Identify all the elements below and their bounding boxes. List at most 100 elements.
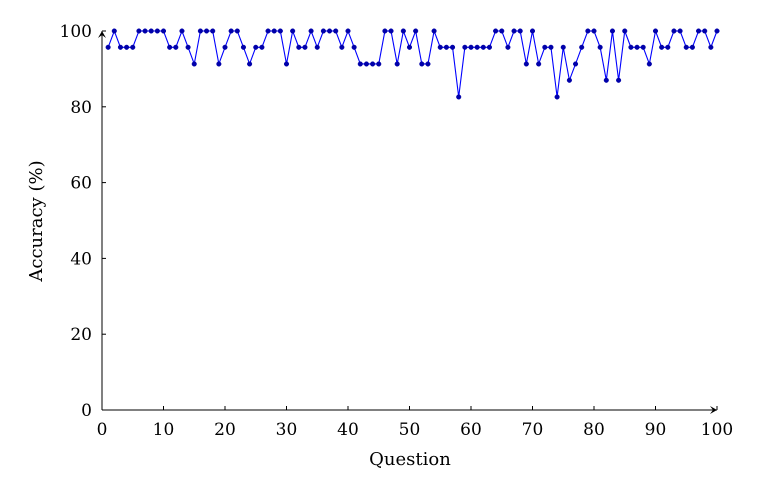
y-tick-label: 40 <box>70 249 92 269</box>
data-point <box>234 28 240 34</box>
x-tick-label: 10 <box>153 420 175 440</box>
data-point <box>634 44 640 50</box>
data-point <box>179 28 185 34</box>
data-point <box>253 44 259 50</box>
data-point <box>523 61 529 67</box>
data-point <box>609 28 616 34</box>
data-point <box>345 28 351 34</box>
data-point <box>197 28 203 34</box>
data-point <box>511 28 517 34</box>
data-point <box>406 44 413 50</box>
data-point <box>708 44 714 50</box>
x-tick-label: 60 <box>460 420 482 440</box>
data-point <box>616 77 622 83</box>
data-point <box>111 28 117 34</box>
data-point <box>327 28 333 34</box>
data-point <box>351 44 357 50</box>
data-point <box>597 44 603 50</box>
data-point <box>228 28 234 34</box>
data-point <box>259 44 265 50</box>
data-point <box>443 44 449 50</box>
data-point <box>302 44 308 50</box>
data-point <box>474 44 480 50</box>
data-point <box>413 28 419 34</box>
data-point <box>314 44 320 50</box>
data-point <box>468 44 474 50</box>
data-point <box>124 44 130 50</box>
data-point <box>136 28 142 34</box>
data-point <box>277 28 283 34</box>
x-tick-label: 90 <box>645 420 667 440</box>
y-tick-label: 0 <box>81 401 92 421</box>
data-point <box>160 28 167 34</box>
data-point <box>370 61 376 67</box>
data-point <box>585 28 591 34</box>
data-point <box>400 28 406 34</box>
data-point <box>117 44 123 50</box>
data-point <box>283 61 290 67</box>
data-point <box>591 28 597 34</box>
x-tick-label: 30 <box>276 420 298 440</box>
data-point <box>603 77 609 83</box>
data-point <box>683 44 689 50</box>
data-point <box>142 28 148 34</box>
data-point <box>173 44 179 50</box>
data-point <box>376 61 382 67</box>
series-line <box>107 28 718 98</box>
y-tick-label: 20 <box>70 325 92 345</box>
data-point <box>696 28 702 34</box>
data-point <box>480 44 486 50</box>
data-point <box>296 44 302 50</box>
data-point <box>450 44 456 50</box>
x-tick-label: 70 <box>522 420 544 440</box>
y-tick-label: 100 <box>60 22 92 42</box>
data-point <box>191 61 197 67</box>
data-point <box>566 77 572 83</box>
data-point <box>677 28 683 34</box>
data-point <box>646 61 652 67</box>
x-tick-label: 40 <box>337 420 359 440</box>
data-point <box>185 44 191 50</box>
ticks: 0 10 20 30 40 50 60 70 80 90 100 0 20 40 60 80 100 <box>60 22 734 440</box>
data-point <box>486 44 493 50</box>
y-tick-label: 60 <box>70 174 92 194</box>
data-point <box>222 44 228 50</box>
data-point <box>702 28 708 34</box>
data-point <box>388 28 394 34</box>
data-point <box>714 28 720 34</box>
data-point <box>363 61 370 67</box>
axes <box>98 31 717 414</box>
x-axis-arrowhead <box>710 406 717 414</box>
data-point <box>671 28 677 34</box>
data-point <box>290 28 296 34</box>
data-point <box>105 44 111 50</box>
data-point <box>320 28 326 34</box>
data-point <box>308 28 314 34</box>
data-point <box>425 61 431 67</box>
data-point <box>554 94 560 100</box>
x-axis-title: Question <box>369 449 451 470</box>
data-point <box>640 44 646 50</box>
data-point <box>573 61 579 67</box>
data-point <box>265 28 271 34</box>
data-point <box>271 28 277 34</box>
data-point <box>529 28 536 34</box>
data-point <box>357 61 363 67</box>
data-point <box>536 61 542 67</box>
data-point <box>382 28 388 34</box>
series <box>105 28 720 100</box>
data-point <box>462 44 468 50</box>
data-point <box>517 28 523 34</box>
data-point <box>542 44 548 50</box>
data-point <box>130 44 136 50</box>
data-point <box>659 44 665 50</box>
data-point <box>622 28 628 34</box>
data-point <box>548 44 554 50</box>
data-point <box>665 44 671 50</box>
data-point <box>579 44 585 50</box>
data-point <box>216 61 222 67</box>
data-point <box>499 28 505 34</box>
data-point <box>628 44 634 50</box>
x-tick-label: 20 <box>214 420 236 440</box>
